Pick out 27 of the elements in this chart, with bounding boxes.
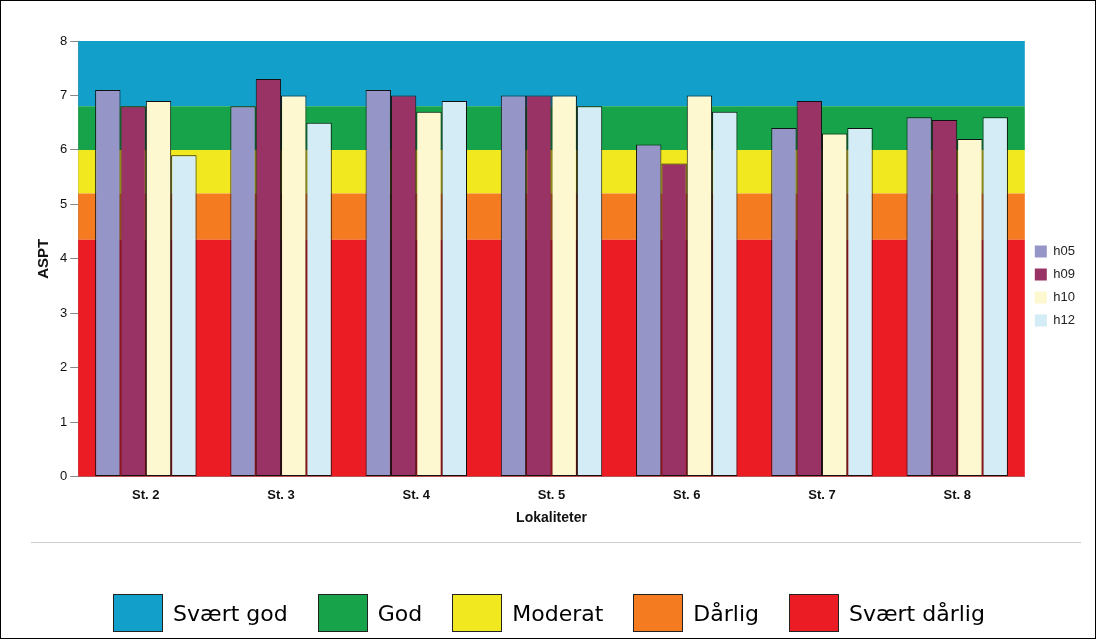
legend-label: God	[377, 600, 423, 626]
y-tick-label: 0	[60, 468, 68, 484]
y-axis-title: ASPT	[34, 238, 52, 279]
y-tick-label: 8	[60, 32, 68, 48]
legend-label: h10	[1053, 289, 1076, 305]
x-tick-label: St. 3	[267, 486, 295, 502]
y-tick-label: 7	[60, 87, 68, 103]
legend-label: Dårlig	[693, 600, 759, 626]
y-tick-label: 2	[60, 359, 68, 375]
legend-label: h09	[1053, 266, 1076, 282]
legend-label: h12	[1053, 312, 1076, 328]
legend-label: Moderat	[512, 600, 604, 626]
legend-label: h05	[1053, 243, 1076, 259]
x-tick-label: St. 7	[808, 486, 836, 502]
x-tick-label: St. 4	[402, 486, 431, 502]
y-tick-label: 3	[60, 304, 68, 320]
y-tick-label: 1	[60, 413, 68, 429]
y-tick-label: 4	[60, 250, 68, 266]
x-tick-label: St. 5	[537, 486, 566, 502]
legend-label: Svært dårlig	[848, 600, 985, 626]
y-tick-label: 6	[60, 141, 68, 157]
legend-label: Svært god	[173, 600, 288, 626]
y-tick-label: 5	[60, 195, 68, 211]
x-tick-label: St. 2	[132, 486, 160, 502]
x-axis-title: Lokaliteter	[516, 509, 588, 526]
x-tick-label: St. 8	[943, 486, 971, 502]
x-tick-label: St. 6	[673, 486, 701, 502]
